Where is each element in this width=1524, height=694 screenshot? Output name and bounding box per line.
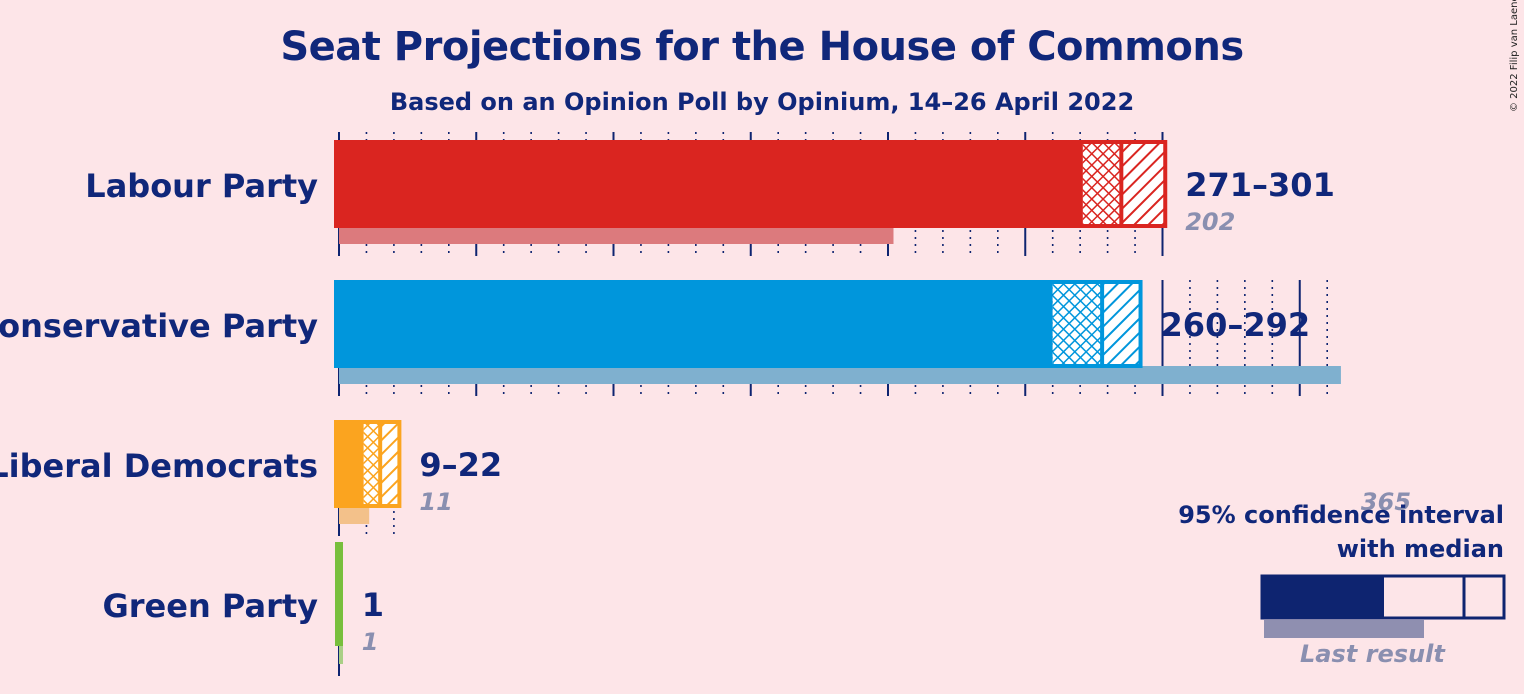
ci-outline (334, 280, 1143, 368)
last-result-label: 11 (419, 488, 452, 516)
legend-last-bar (1264, 620, 1424, 638)
legend-graphic (1260, 574, 1506, 638)
labels: Labour Party 271–301 202 Conservative Party… (0, 166, 1411, 656)
legend-title-line2: with median (1336, 535, 1504, 563)
bars (334, 140, 1341, 664)
legend-diag (1464, 576, 1504, 618)
chart-title: Seat Projections for the House of Common… (280, 24, 1244, 70)
last-result-bar (339, 226, 894, 244)
ci-lower-hatch (1052, 282, 1103, 366)
legend-solid (1262, 576, 1384, 618)
legend-title-line1: 95% confidence interval (1178, 501, 1504, 529)
chart-subtitle: Based on an Opinion Poll by Opinium, 14–… (389, 88, 1135, 116)
party-label: Liberal Democrats (0, 447, 318, 485)
ci-upper-hatch (1121, 142, 1166, 226)
ci-upper-hatch (1102, 282, 1141, 366)
last-result-bar (339, 366, 1341, 384)
ci-upper-hatch (380, 422, 400, 506)
legend-cross (1384, 576, 1464, 618)
ci-solid-bar (336, 422, 364, 506)
legend-last-result: Last result (1300, 640, 1445, 668)
last-result-bar (339, 646, 343, 664)
party-label: Green Party (103, 587, 319, 625)
ci-lower-hatch (1082, 142, 1122, 226)
ci-lower-hatch (363, 422, 381, 506)
ci-solid-bar (336, 282, 1053, 366)
range-label: 9–22 (419, 446, 502, 484)
last-result-label: 1 (362, 628, 379, 656)
last-result-bar (339, 506, 370, 524)
party-label: Conservative Party (0, 307, 318, 345)
ci-outline (334, 140, 1168, 228)
last-result-label: 365 (1361, 488, 1411, 516)
range-label: 260–292 (1161, 306, 1311, 344)
last-result-label: 202 (1185, 208, 1235, 236)
legend-title: 95% confidence interval with median (1144, 498, 1504, 566)
party-label: Labour Party (85, 167, 318, 205)
range-label: 271–301 (1185, 166, 1335, 204)
legend-outline (1260, 574, 1506, 620)
ci-outline (334, 420, 402, 508)
range-label: 1 (362, 586, 384, 624)
ci-bar (335, 542, 343, 646)
ci-solid-bar (336, 142, 1083, 226)
